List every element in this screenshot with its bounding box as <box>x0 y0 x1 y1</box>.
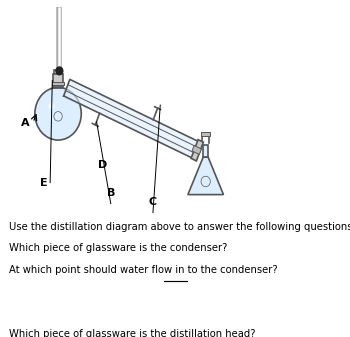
Bar <box>53 74 63 87</box>
Text: Which piece of glassware is the condenser?: Which piece of glassware is the condense… <box>9 243 228 253</box>
Text: B: B <box>107 188 115 197</box>
Text: Which piece of glassware is the distillation head?: Which piece of glassware is the distilla… <box>9 330 256 337</box>
Circle shape <box>56 67 63 75</box>
Bar <box>54 70 62 88</box>
Text: Use the distillation diagram above to answer the following questions.: Use the distillation diagram above to an… <box>9 221 350 232</box>
Polygon shape <box>188 157 223 194</box>
Circle shape <box>35 87 81 140</box>
Text: At which point should water flow in to the condenser?: At which point should water flow in to t… <box>9 265 278 275</box>
Polygon shape <box>191 140 203 161</box>
Text: E: E <box>40 178 48 188</box>
Polygon shape <box>192 146 201 154</box>
Bar <box>203 145 208 157</box>
Text: D: D <box>98 160 107 170</box>
Bar <box>201 132 210 136</box>
Bar <box>52 82 64 85</box>
Text: C: C <box>149 196 157 207</box>
Circle shape <box>49 103 55 110</box>
Polygon shape <box>64 80 198 158</box>
Text: A: A <box>20 118 29 128</box>
